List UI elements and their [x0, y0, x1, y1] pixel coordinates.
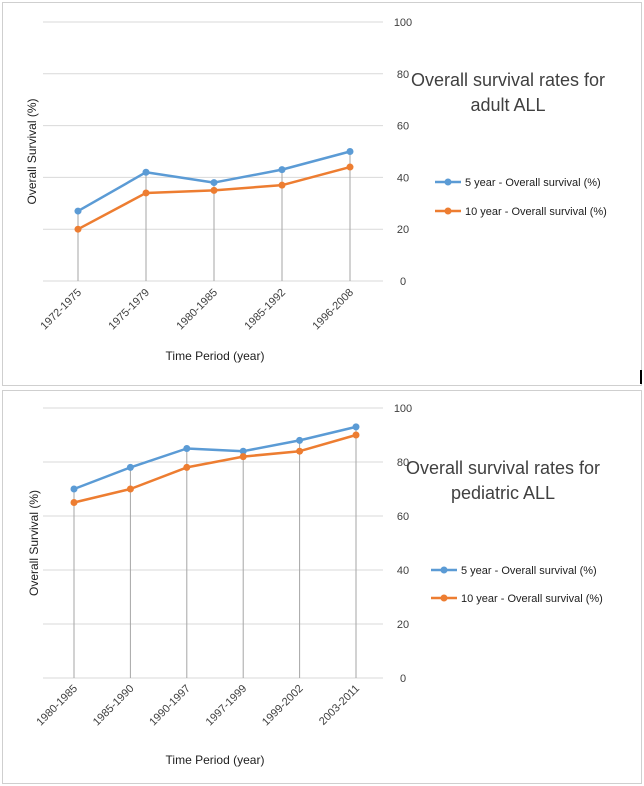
pediatric-all-chart-panel: 0 20 40 60 80 100 1980-1985 1985-1990 1990-1997 1…	[2, 390, 642, 784]
y-axis-title: Overall Survival (%)	[27, 490, 41, 596]
data-point	[352, 431, 360, 439]
data-point	[183, 445, 191, 452]
x-axis-title: Time Period (year)	[166, 349, 265, 363]
x-tick-label: 1980-1985	[34, 683, 80, 729]
data-point	[126, 485, 134, 493]
y-tick-label: 40	[397, 172, 409, 184]
x-tick-label: 1999-2002	[260, 683, 306, 729]
data-point	[346, 148, 354, 155]
y-tick-label: 40	[397, 565, 409, 577]
y-tick-label: 20	[397, 224, 409, 236]
data-point	[210, 186, 218, 194]
legend-marker	[444, 207, 452, 215]
y-tick-label: 0	[400, 673, 406, 685]
x-tick-label: 1985-1990	[91, 683, 137, 729]
data-point	[346, 163, 354, 171]
x-tick-label: 1997-1999	[204, 683, 250, 729]
chart-title-line: Overall survival rates for	[411, 70, 605, 90]
data-point	[352, 423, 360, 431]
x-tick-label: 2003-2011	[317, 683, 362, 728]
data-point	[210, 179, 218, 187]
y-tick-label: 0	[400, 276, 406, 288]
legend-label: 5 year - Overall survival (%)	[461, 565, 597, 577]
data-point	[74, 225, 82, 233]
data-point	[278, 181, 286, 189]
data-point	[70, 485, 78, 493]
x-axis-title: Time Period (year)	[166, 753, 265, 767]
legend-marker	[440, 566, 448, 574]
y-tick-label: 20	[397, 619, 409, 631]
data-point	[74, 207, 82, 215]
data-point	[142, 189, 150, 197]
y-tick-label: 80	[397, 69, 409, 81]
data-point	[70, 499, 78, 506]
y-tick-label: 60	[397, 121, 409, 133]
data-point	[239, 453, 247, 461]
x-tick-label: 1975-1979	[106, 287, 152, 333]
legend-label: 5 year - Overall survival (%)	[465, 177, 601, 189]
x-tick-label: 1972-1975	[38, 287, 84, 333]
divider-mark	[640, 370, 642, 384]
data-point	[278, 166, 286, 174]
data-point	[142, 168, 150, 176]
series-line	[73, 425, 357, 491]
chart-title-line: Overall survival rates for	[406, 458, 600, 478]
y-tick-label: 100	[394, 17, 412, 29]
data-point	[296, 447, 304, 455]
series-line	[73, 433, 357, 504]
y-tick-label: 100	[394, 403, 412, 415]
adult-all-chart-panel: 0 20 40 60 80 100 1972-1975 1975-1979 1980-1985 1…	[2, 2, 642, 386]
data-point	[183, 463, 191, 471]
data-point	[239, 447, 247, 455]
x-tick-label: 1996-2008	[310, 287, 356, 333]
y-axis-title: Overall Survival (%)	[25, 98, 39, 204]
chart-title-line: adult ALL	[470, 95, 545, 115]
data-point	[296, 436, 304, 444]
legend-label: 10 year - Overall survival (%)	[461, 593, 603, 605]
chart-title-line: pediatric ALL	[451, 483, 555, 503]
y-tick-label: 60	[397, 511, 409, 523]
legend-marker	[440, 594, 448, 602]
data-point	[126, 463, 134, 471]
x-tick-label: 1980-1985	[174, 287, 220, 333]
x-tick-label: 1990-1997	[147, 683, 193, 729]
adult-all-chart: 0 20 40 60 80 100 1972-1975 1975-1979 1980-1985 1…	[25, 17, 607, 363]
x-tick-label: 1985-1992	[242, 287, 288, 333]
legend-label: 10 year - Overall survival (%)	[465, 206, 607, 218]
y-tick-label: 80	[397, 457, 409, 469]
legend-marker	[444, 178, 452, 186]
